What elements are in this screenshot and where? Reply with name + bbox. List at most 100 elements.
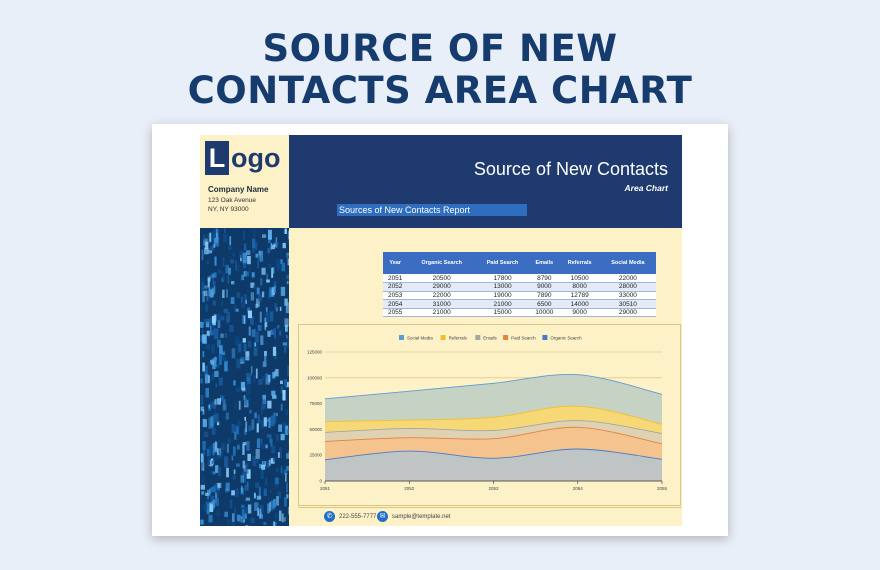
table-cell: 17800 [475, 274, 530, 284]
sequin [201, 277, 205, 289]
sequin [217, 320, 221, 328]
sequin [242, 338, 246, 343]
table-cell: 2055 [383, 308, 408, 318]
sequin [216, 510, 221, 517]
document-title: Source of New Contacts [473, 159, 668, 179]
table-cell: 7890 [529, 291, 560, 301]
sequin [245, 356, 250, 360]
sequin [242, 252, 247, 264]
sequin [282, 390, 286, 401]
sequin [263, 488, 267, 496]
sequin [220, 316, 225, 321]
sequin [247, 256, 251, 265]
sequin [280, 259, 283, 264]
sequin [261, 267, 266, 275]
sequin [279, 306, 282, 311]
table-cell: 2052 [383, 282, 408, 292]
sequin [208, 404, 211, 409]
sequin [214, 256, 217, 266]
sequin [284, 228, 287, 234]
sequin [271, 390, 276, 396]
table-cell: 10500 [559, 274, 600, 284]
sequin [259, 508, 262, 518]
sequin [236, 387, 241, 392]
sequin [257, 507, 260, 516]
sequin [242, 460, 246, 469]
legend-swatch [475, 335, 481, 340]
sequin [234, 507, 236, 515]
legend-swatch [399, 335, 404, 340]
sequin [220, 395, 225, 403]
sequin [207, 277, 210, 288]
table-cell: 22000 [599, 274, 656, 284]
sequin [274, 412, 277, 422]
sequin [272, 456, 276, 462]
sequin [282, 422, 287, 434]
sequin [246, 373, 250, 382]
table-cell: 33000 [599, 291, 656, 301]
sequin [203, 234, 206, 241]
sequin [286, 466, 289, 471]
legend-swatch [542, 335, 548, 340]
sequin [238, 400, 241, 410]
sequin [216, 491, 220, 497]
sequin [207, 457, 210, 465]
sequin [206, 260, 209, 264]
sequin [224, 511, 228, 518]
footer-phone-text: 222-555-7777 [339, 513, 377, 520]
legend-label: Social Media [407, 336, 433, 341]
sequin [234, 431, 237, 440]
sequin [272, 395, 277, 399]
sequin [212, 372, 215, 379]
sequin [262, 361, 267, 367]
table-cell: 15000 [475, 308, 530, 318]
sequin [254, 412, 257, 419]
y-tick-label: 75000 [309, 401, 322, 406]
sequin [212, 358, 216, 370]
sequin [213, 243, 216, 248]
data-table: Year Organic Search Paid Search Emails R… [383, 252, 656, 318]
table-cell: 14000 [559, 299, 600, 309]
footer-phone: ✆ 222-555-7777 [324, 511, 376, 522]
y-tick-label: 50000 [309, 427, 322, 432]
sequin [264, 351, 267, 357]
y-tick-label: 125000 [307, 350, 323, 355]
sequin [265, 311, 271, 322]
sequin [221, 351, 226, 355]
sequin [242, 444, 245, 455]
sequin [204, 318, 209, 324]
sequin [201, 491, 205, 495]
x-tick-label: 2051 [320, 486, 331, 491]
sequin [214, 370, 219, 377]
sequin [215, 465, 219, 473]
table-cell: 29000 [407, 282, 476, 292]
sequin [202, 475, 205, 485]
table-header-row: Year Organic Search Paid Search Emails R… [383, 252, 656, 274]
sequin [271, 244, 275, 250]
table-header-cell: Organic Search [407, 252, 476, 274]
sequin [229, 236, 232, 246]
sequin [203, 290, 208, 296]
sequin [220, 448, 224, 459]
sequin [226, 467, 229, 478]
sequin [283, 517, 286, 522]
sequin [202, 362, 205, 372]
sequin [276, 434, 279, 441]
sequin [210, 320, 214, 331]
sequin [211, 273, 216, 278]
sequin [255, 253, 259, 258]
sequin [246, 384, 251, 396]
sequin [286, 281, 289, 285]
sequin [260, 278, 263, 286]
sequin [202, 291, 205, 302]
sequin-image [200, 228, 289, 526]
sequin [286, 494, 289, 499]
sequin [205, 304, 209, 312]
sequin [231, 424, 235, 434]
sequin [271, 287, 275, 295]
sequin [215, 483, 217, 489]
sequin [248, 326, 251, 336]
sequin [254, 342, 257, 347]
sequin [238, 519, 244, 523]
sequin [287, 258, 289, 266]
